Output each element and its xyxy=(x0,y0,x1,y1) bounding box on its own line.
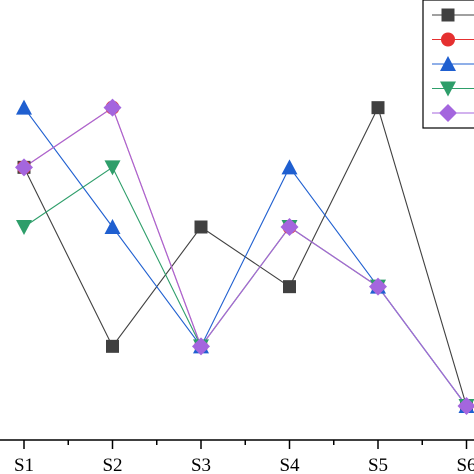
series-5-line xyxy=(23,106,467,407)
legend-marker-2 xyxy=(441,32,455,47)
x-tick-label-s4: S4 xyxy=(279,455,300,474)
series-3-point-s4 xyxy=(281,159,298,175)
series-1-point-s4 xyxy=(283,280,296,294)
series-5-point-s4 xyxy=(280,218,299,236)
series-5-point-s2 xyxy=(103,98,122,117)
x-tick-label-s3: S3 xyxy=(191,455,211,474)
legend xyxy=(422,0,474,129)
legend-marker-3 xyxy=(440,56,456,71)
series-1-point-s3 xyxy=(194,220,208,234)
series-lines xyxy=(23,106,468,407)
series-1-point-s2 xyxy=(106,339,119,353)
legend-marker-4 xyxy=(440,81,456,97)
legend-marker-1 xyxy=(441,8,455,22)
x-tick-label-s1: S1 xyxy=(14,455,34,474)
series-3-point-s2 xyxy=(104,219,121,234)
series-3-point-s1 xyxy=(16,99,32,115)
x-tick-label-s6: S6 xyxy=(456,455,474,474)
series-5-point-s3 xyxy=(192,337,210,356)
series-4-point-s2 xyxy=(104,160,121,176)
series-3-line xyxy=(23,107,467,407)
series-1-point-s5 xyxy=(371,101,385,115)
series-markers xyxy=(15,98,474,415)
series-5-point-s1 xyxy=(15,158,33,177)
x-tick-label-s5: S5 xyxy=(368,455,388,474)
x-tick-label-s2: S2 xyxy=(102,455,122,474)
series-4-point-s1 xyxy=(16,220,32,235)
x-axis: S1 S2 S3 S4 S5 S6 xyxy=(0,439,474,474)
series-5-point-s5 xyxy=(369,277,387,296)
legend-marker-5 xyxy=(439,104,457,122)
series-5-point-s6 xyxy=(457,397,474,415)
